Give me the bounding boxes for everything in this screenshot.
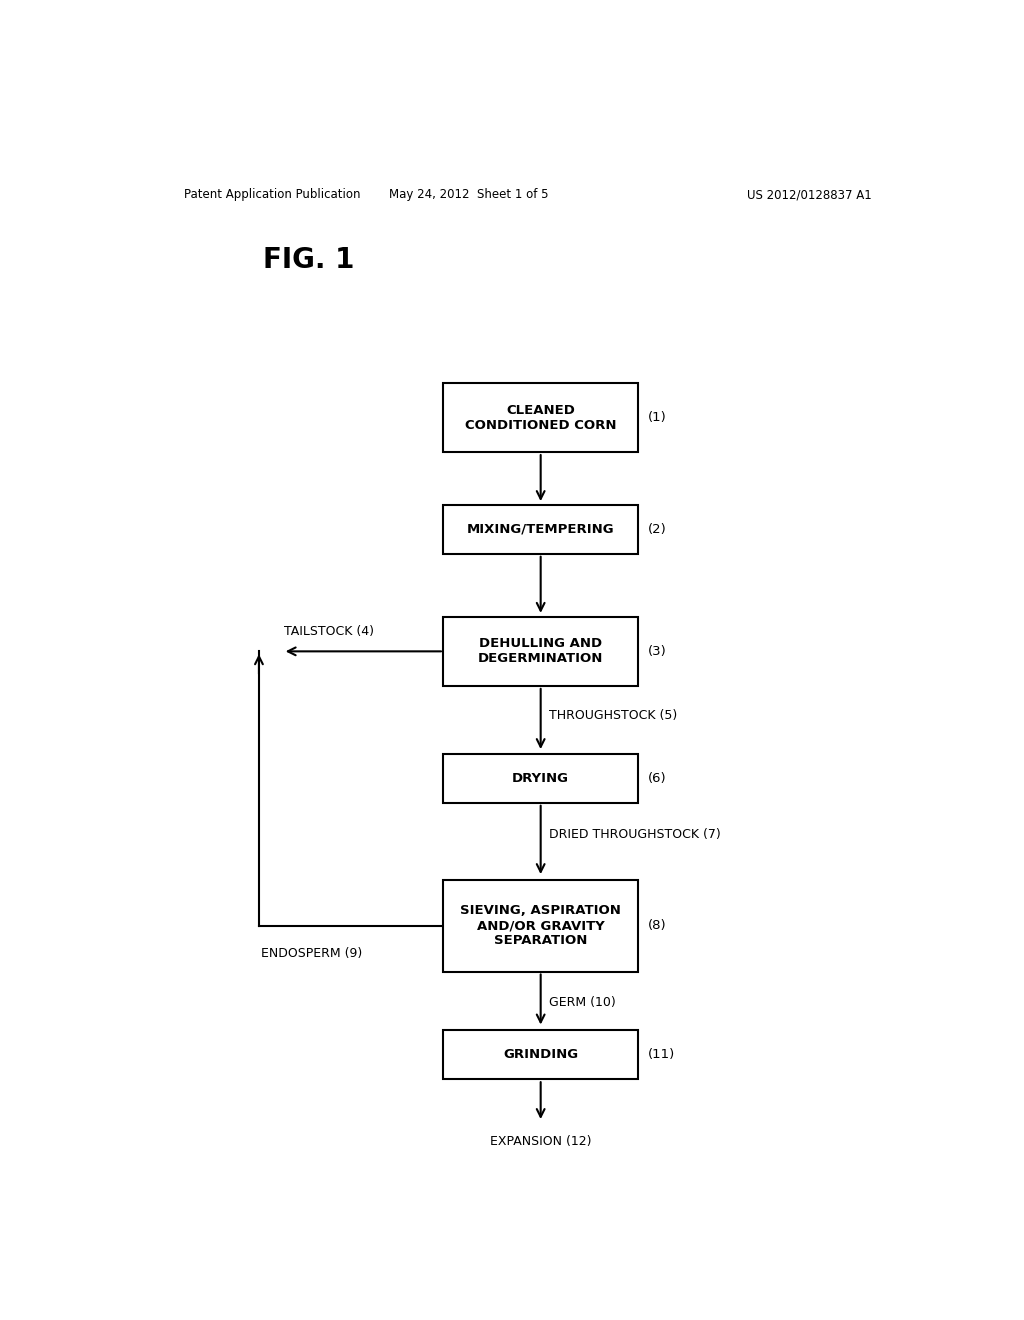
Text: GERM (10): GERM (10) [549,995,615,1008]
Text: (3): (3) [648,645,667,657]
FancyBboxPatch shape [443,506,638,554]
Text: GRINDING: GRINDING [503,1048,579,1061]
FancyBboxPatch shape [443,754,638,803]
Text: THROUGHSTOCK (5): THROUGHSTOCK (5) [549,709,677,722]
Text: (11): (11) [648,1048,676,1061]
Text: DRIED THROUGHSTOCK (7): DRIED THROUGHSTOCK (7) [549,828,720,841]
Text: CLEANED
CONDITIONED CORN: CLEANED CONDITIONED CORN [465,404,616,432]
FancyBboxPatch shape [443,1031,638,1080]
Text: MIXING/TEMPERING: MIXING/TEMPERING [467,523,614,536]
Text: ENDOSPERM (9): ENDOSPERM (9) [261,946,362,960]
FancyBboxPatch shape [443,880,638,972]
Text: EXPANSION (12): EXPANSION (12) [489,1135,592,1148]
Text: Patent Application Publication: Patent Application Publication [183,189,360,202]
FancyBboxPatch shape [443,616,638,686]
Text: US 2012/0128837 A1: US 2012/0128837 A1 [748,189,871,202]
Text: (6): (6) [648,772,667,785]
Text: DEHULLING AND
DEGERMINATION: DEHULLING AND DEGERMINATION [478,638,603,665]
Text: (2): (2) [648,523,667,536]
Text: SIEVING, ASPIRATION
AND/OR GRAVITY
SEPARATION: SIEVING, ASPIRATION AND/OR GRAVITY SEPAR… [460,904,622,948]
Text: DRYING: DRYING [512,772,569,785]
Text: (8): (8) [648,919,667,932]
Text: (1): (1) [648,411,667,424]
Text: FIG. 1: FIG. 1 [263,246,354,275]
Text: TAILSTOCK (4): TAILSTOCK (4) [285,626,375,638]
FancyBboxPatch shape [443,383,638,453]
Text: May 24, 2012  Sheet 1 of 5: May 24, 2012 Sheet 1 of 5 [389,189,549,202]
